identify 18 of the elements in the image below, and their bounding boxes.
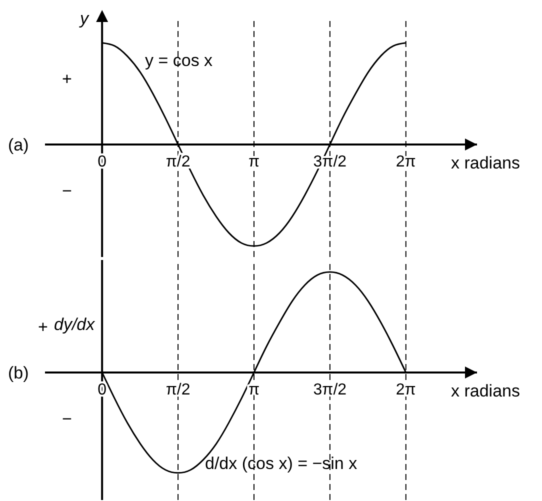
x-axis-title: x radians	[451, 381, 520, 400]
x-tick-label: 3π/2	[313, 381, 347, 398]
text: (a)	[8, 135, 29, 154]
series-label: y = cos x	[145, 51, 214, 70]
annotation: −	[62, 409, 72, 428]
text: (b)	[8, 363, 29, 382]
annotation: +	[62, 69, 72, 88]
series-label: d/dx (cos x) = −sin x	[205, 454, 358, 473]
x-tick-label: π/2	[166, 381, 190, 398]
x-axis-title: x radians	[451, 153, 520, 172]
annotation: −	[62, 181, 72, 200]
y-axis-title: dy/dx	[54, 315, 96, 334]
x-tick-label: π	[248, 153, 260, 170]
x-tick-label: 2π	[396, 381, 416, 398]
x-tick-label: π	[248, 381, 260, 398]
x-tick-label: 2π	[396, 153, 416, 170]
annotation: +	[38, 317, 48, 336]
y-axis-title: y	[79, 9, 90, 28]
